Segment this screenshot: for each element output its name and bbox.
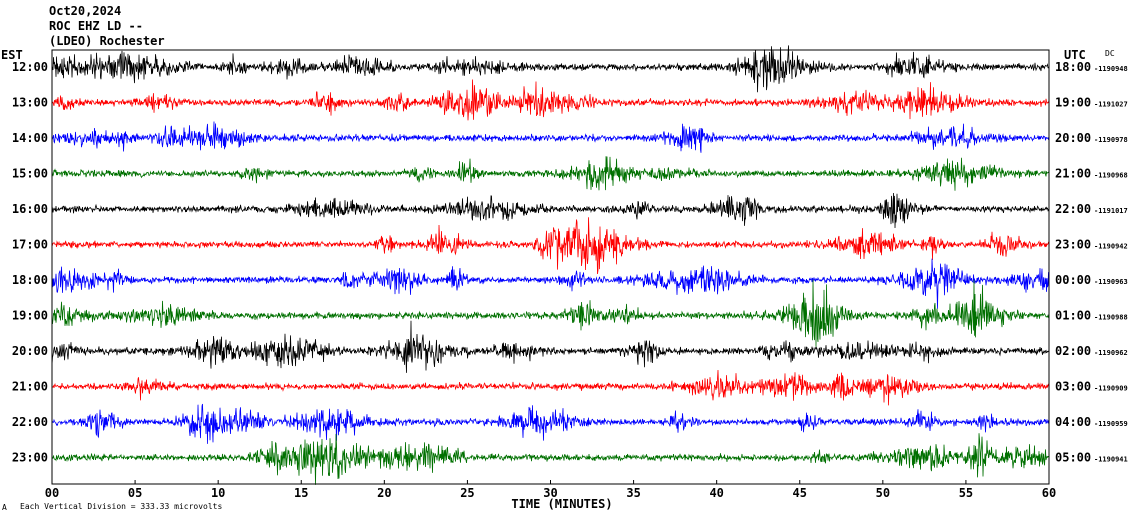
trace-row-2200 [51, 403, 1050, 444]
row-label-local: 17:00 [12, 238, 48, 252]
x-tick-label: 10 [211, 486, 225, 500]
row-label-utc: 20:00 [1055, 131, 1091, 145]
row-label-utc: 01:00 [1055, 309, 1091, 323]
footer-scale-text: Each Vertical Division = 333.33 microvol… [20, 502, 223, 511]
row-label-dc: -1190948 [1094, 65, 1128, 73]
x-tick-label: 30 [543, 486, 557, 500]
dc-header-label: DC [1105, 49, 1115, 58]
x-tick-label: 60 [1042, 486, 1056, 500]
row-label-local: 21:00 [12, 380, 48, 394]
header-channel: ROC EHZ LD -- [49, 19, 143, 33]
trace-layer [51, 45, 1050, 485]
row-label-dc: -1190909 [1094, 385, 1128, 393]
row-label-dc: -1190942 [1094, 243, 1128, 251]
row-label-dc: -1191017 [1094, 207, 1128, 215]
x-tick-label: 55 [959, 486, 973, 500]
row-label-utc: 23:00 [1055, 238, 1091, 252]
trace-row-1800 [51, 258, 1050, 309]
row-label-utc: 18:00 [1055, 60, 1091, 74]
x-tick-label: 20 [377, 486, 391, 500]
trace-row-1300 [51, 79, 1050, 121]
trace-row-1600 [51, 192, 1050, 229]
row-label-local: 23:00 [12, 451, 48, 465]
trace-row-1500 [51, 156, 1050, 191]
row-label-local: 19:00 [12, 309, 48, 323]
trace-row-1700 [51, 217, 1050, 275]
row-label-utc: 19:00 [1055, 96, 1091, 110]
x-axis-label: TIME (MINUTES) [511, 497, 612, 511]
row-label-utc: 02:00 [1055, 344, 1091, 358]
row-label-dc: -1191027 [1094, 101, 1128, 109]
x-tick-label: 35 [626, 486, 640, 500]
row-label-local: 14:00 [12, 131, 48, 145]
trace-row-1200 [51, 45, 1050, 93]
trace-row-2000 [51, 320, 1050, 373]
row-label-dc: -1190941 [1094, 456, 1128, 464]
row-label-dc: -1190963 [1094, 278, 1128, 286]
right-timezone-label: UTC [1064, 48, 1086, 62]
row-label-local: 15:00 [12, 167, 48, 181]
row-label-utc: 21:00 [1055, 167, 1091, 181]
row-label-dc: -1190978 [1094, 136, 1128, 144]
footer-mark: A [2, 503, 7, 512]
x-tick-label: 40 [709, 486, 723, 500]
x-tick-layer: 00 05 10 15 20 25 30 35 40 45 50 55 60 TIME (MINUTES) [45, 480, 1056, 511]
trace-row-1900 [51, 279, 1050, 347]
row-label-local: 13:00 [12, 96, 48, 110]
row-label-utc: 00:00 [1055, 273, 1091, 287]
x-tick-label: 25 [460, 486, 474, 500]
x-tick-label: 45 [793, 486, 807, 500]
row-label-utc: 22:00 [1055, 202, 1091, 216]
header-date: Oct20,2024 [49, 4, 122, 18]
row-label-local: 16:00 [12, 202, 48, 216]
row-label-dc: -1190959 [1094, 420, 1128, 428]
row-label-utc: 04:00 [1055, 415, 1091, 429]
x-tick-label: 00 [45, 486, 59, 500]
row-label-local: 20:00 [12, 344, 48, 358]
row-label-dc: -1190988 [1094, 314, 1128, 322]
row-label-utc: 05:00 [1055, 451, 1091, 465]
trace-row-2100 [51, 369, 1050, 406]
row-label-local: 18:00 [12, 273, 48, 287]
x-tick-label: 15 [294, 486, 308, 500]
left-timezone-label: EST [1, 48, 23, 62]
row-label-dc: -1190968 [1094, 172, 1128, 180]
row-label-utc: 03:00 [1055, 380, 1091, 394]
row-label-dc: -1190962 [1094, 349, 1128, 357]
trace-row-1400 [51, 121, 1050, 153]
row-label-local: 22:00 [12, 415, 48, 429]
x-tick-label: 50 [876, 486, 890, 500]
row-label-local: 12:00 [12, 60, 48, 74]
x-tick-label: 05 [128, 486, 142, 500]
trace-row-2300 [51, 433, 1050, 485]
header-station: (LDEO) Rochester [49, 34, 165, 48]
